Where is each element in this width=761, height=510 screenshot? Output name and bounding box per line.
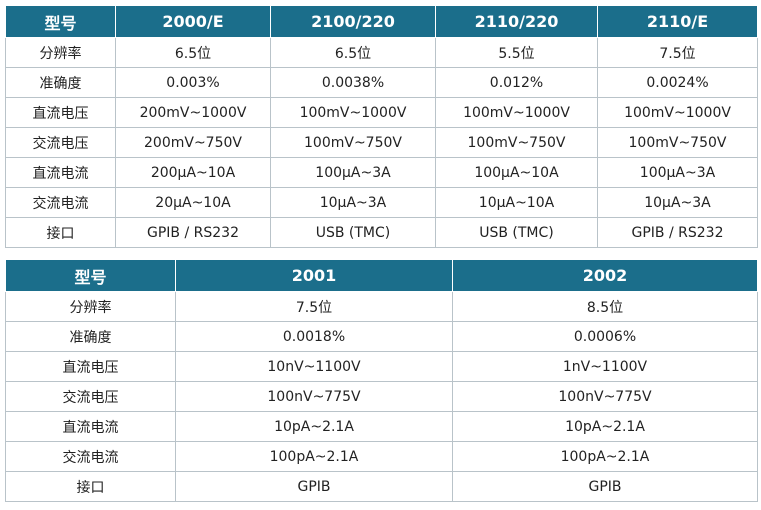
table-row: 直流电流 10pA~2.1A 10pA~2.1A <box>5 411 758 442</box>
table-cell: 0.003% <box>115 67 271 98</box>
table-row: 交流电流 20μA~10A 10μA~3A 10μA~10A 10μA~3A <box>5 187 758 218</box>
row-label: 交流电流 <box>5 441 176 472</box>
table-row: 准确度 0.003% 0.0038% 0.012% 0.0024% <box>5 67 758 98</box>
table-cell: 0.0006% <box>452 321 758 352</box>
table-row: 交流电压 200mV~750V 100mV~750V 100mV~750V 100mV~… <box>5 127 758 158</box>
header-row: 型号 2000/E 2100/220 2110/220 2110/E <box>5 5 758 38</box>
table-cell: 7.5位 <box>597 37 758 68</box>
row-label: 直流电流 <box>5 411 176 442</box>
table-cell: 100nV~775V <box>452 381 758 412</box>
table-row: 交流电压 100nV~775V 100nV~775V <box>5 381 758 412</box>
header-cell: 型号 <box>5 259 176 292</box>
table-cell: 100pA~2.1A <box>452 441 758 472</box>
table-cell: 100mV~1000V <box>435 97 598 128</box>
table-row: 分辨率 7.5位 8.5位 <box>5 291 758 322</box>
spec-table: 型号 2000/E 2100/220 2110/220 2110/E 分辨率 6.5位 6.5… <box>5 5 758 248</box>
row-label: 交流电压 <box>5 381 176 412</box>
table-cell: 0.012% <box>435 67 598 98</box>
table-cell: 100μA~10A <box>435 157 598 188</box>
table-cell: 100mV~750V <box>597 127 758 158</box>
row-label: 分辨率 <box>5 37 116 68</box>
table-cell: GPIB <box>175 471 453 502</box>
table-cell: GPIB / RS232 <box>115 217 271 248</box>
table-row: 直流电流 200μA~10A 100μA~3A 100μA~10A 100μA~3A <box>5 157 758 188</box>
table-cell: 6.5位 <box>115 37 271 68</box>
row-label: 交流电流 <box>5 187 116 218</box>
table-row: 分辨率 6.5位 6.5位 5.5位 7.5位 <box>5 37 758 68</box>
table-cell: 5.5位 <box>435 37 598 68</box>
row-label: 接口 <box>5 217 116 248</box>
row-label: 直流电压 <box>5 351 176 382</box>
table-cell: 7.5位 <box>175 291 453 322</box>
header-row: 型号 2001 2002 <box>5 259 758 292</box>
table-cell: 100mV~750V <box>270 127 436 158</box>
table-row: 准确度 0.0018% 0.0006% <box>5 321 758 352</box>
table-row: 接口 GPIB GPIB <box>5 471 758 502</box>
header-cell: 2100/220 <box>270 5 436 38</box>
table-cell: 1nV~1100V <box>452 351 758 382</box>
table-cell: 6.5位 <box>270 37 436 68</box>
table-cell: 100μA~3A <box>597 157 758 188</box>
header-cell: 2002 <box>452 259 758 292</box>
row-label: 接口 <box>5 471 176 502</box>
table-cell: 10nV~1100V <box>175 351 453 382</box>
table-cell: 100mV~1000V <box>270 97 436 128</box>
table-cell: 100μA~3A <box>270 157 436 188</box>
table-cell: 10μA~3A <box>270 187 436 218</box>
header-cell: 2110/E <box>597 5 758 38</box>
table-cell: 100mV~1000V <box>597 97 758 128</box>
table-cell: GPIB / RS232 <box>597 217 758 248</box>
table-cell: GPIB <box>452 471 758 502</box>
table-cell: 0.0024% <box>597 67 758 98</box>
table-cell: 20μA~10A <box>115 187 271 218</box>
table-row: 直流电压 10nV~1100V 1nV~1100V <box>5 351 758 382</box>
table-cell: 100mV~750V <box>435 127 598 158</box>
row-label: 直流电流 <box>5 157 116 188</box>
table-cell: USB (TMC) <box>270 217 436 248</box>
table-cell: USB (TMC) <box>435 217 598 248</box>
header-cell: 2000/E <box>115 5 271 38</box>
spec-table: 型号 2001 2002 分辨率 7.5位 8.5位 准确度 0.0018% 0.0006% 直流… <box>5 259 758 502</box>
row-label: 交流电压 <box>5 127 116 158</box>
table-cell: 200μA~10A <box>115 157 271 188</box>
table-cell: 8.5位 <box>452 291 758 322</box>
table-cell: 10μA~10A <box>435 187 598 218</box>
table-cell: 0.0038% <box>270 67 436 98</box>
table-cell: 200mV~1000V <box>115 97 271 128</box>
table-cell: 10pA~2.1A <box>452 411 758 442</box>
table-row: 交流电流 100pA~2.1A 100pA~2.1A <box>5 441 758 472</box>
row-label: 准确度 <box>5 321 176 352</box>
table-row: 接口 GPIB / RS232 USB (TMC) USB (TMC) GPIB / R… <box>5 217 758 248</box>
header-cell: 型号 <box>5 5 116 38</box>
table-cell: 0.0018% <box>175 321 453 352</box>
row-label: 分辨率 <box>5 291 176 322</box>
table-cell: 200mV~750V <box>115 127 271 158</box>
table-cell: 10μA~3A <box>597 187 758 218</box>
header-cell: 2110/220 <box>435 5 598 38</box>
table-cell: 100nV~775V <box>175 381 453 412</box>
table-row: 直流电压 200mV~1000V 100mV~1000V 100mV~1000V 100… <box>5 97 758 128</box>
table-cell: 100pA~2.1A <box>175 441 453 472</box>
table-cell: 10pA~2.1A <box>175 411 453 442</box>
row-label: 直流电压 <box>5 97 116 128</box>
row-label: 准确度 <box>5 67 116 98</box>
header-cell: 2001 <box>175 259 453 292</box>
